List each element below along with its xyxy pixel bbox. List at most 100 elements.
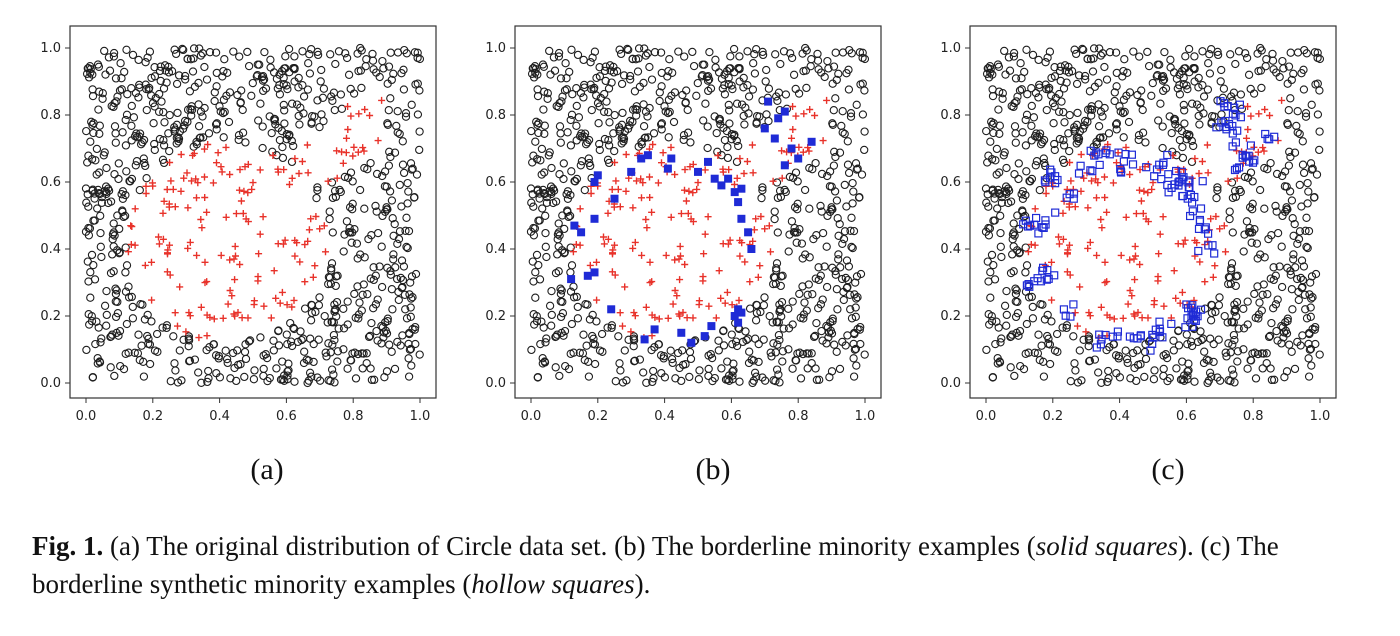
majority-point <box>1035 80 1044 90</box>
majority-point <box>406 303 415 312</box>
majority-point <box>362 55 371 64</box>
majority-point <box>832 196 842 205</box>
majority-point <box>1179 80 1188 89</box>
majority-point <box>1220 311 1229 321</box>
majority-point <box>1216 77 1225 86</box>
majority-point <box>1169 346 1178 355</box>
majority-point <box>1211 307 1220 317</box>
majority-point <box>84 277 93 286</box>
majority-point <box>142 174 151 183</box>
majority-point <box>195 44 204 53</box>
majority-point <box>1012 286 1021 295</box>
majority-point <box>84 202 93 211</box>
minority-point <box>719 168 727 176</box>
majority-point <box>1206 334 1215 343</box>
minority-point <box>1077 187 1085 195</box>
minority-point <box>685 187 693 195</box>
majority-point <box>1020 67 1029 77</box>
majority-point <box>279 80 288 89</box>
majority-point <box>329 318 338 327</box>
minority-point <box>723 288 731 296</box>
y-tick-label: 0.8 <box>940 108 961 123</box>
majority-point <box>1233 357 1242 366</box>
majority-point <box>170 123 179 132</box>
majority-point <box>795 289 804 299</box>
majority-point <box>673 348 683 358</box>
borderline-point <box>760 124 769 133</box>
majority-point <box>1308 164 1317 173</box>
majority-point <box>1060 118 1069 127</box>
x-tick-label: 0.6 <box>721 409 742 424</box>
majority-point <box>1259 280 1268 289</box>
majority-point <box>342 217 352 226</box>
majority-point <box>290 377 299 386</box>
majority-point <box>612 67 622 76</box>
minority-point <box>1154 273 1162 281</box>
majority-point <box>384 62 394 71</box>
minority-point <box>799 148 807 156</box>
minority-point <box>694 179 702 187</box>
minority-point <box>1220 222 1228 230</box>
majority-point <box>104 53 114 62</box>
majority-point <box>1075 346 1084 355</box>
minority-point <box>700 250 708 258</box>
majority-point <box>1205 50 1214 59</box>
synthetic-point <box>1025 221 1035 230</box>
majority-point <box>1165 373 1174 383</box>
majority-point <box>528 190 537 199</box>
minority-point <box>767 248 774 256</box>
minority-point <box>689 218 697 226</box>
majority-point <box>339 345 348 354</box>
majority-point <box>823 211 832 221</box>
majority-point <box>756 307 765 317</box>
majority-point <box>1231 281 1240 291</box>
majority-point <box>1182 130 1191 139</box>
majority-point <box>317 110 326 119</box>
majority-point <box>84 310 93 319</box>
minority-point <box>609 250 616 258</box>
minority-point <box>608 186 616 193</box>
majority-point <box>150 102 159 111</box>
majority-point <box>818 228 828 238</box>
majority-point <box>348 199 357 208</box>
majority-point <box>128 50 138 60</box>
majority-point <box>319 84 329 93</box>
majority-point <box>171 366 180 375</box>
minority-point <box>286 181 293 188</box>
majority-point <box>382 367 392 376</box>
minority-point <box>244 314 252 322</box>
minority-point <box>1084 244 1092 252</box>
majority-point <box>1110 88 1119 97</box>
majority-point <box>1022 261 1032 270</box>
majority-point <box>95 121 104 130</box>
majority-point <box>1287 196 1297 205</box>
majority-point <box>1299 85 1309 94</box>
minority-point <box>731 181 738 188</box>
minority-point <box>735 296 743 304</box>
majority-point <box>375 72 384 82</box>
majority-point <box>86 293 95 302</box>
majority-point <box>1184 359 1193 368</box>
majority-point <box>1174 341 1184 350</box>
majority-point <box>727 130 736 139</box>
majority-point <box>113 211 122 220</box>
majority-point <box>711 55 720 64</box>
majority-point <box>789 227 799 237</box>
minority-point <box>658 159 665 167</box>
majority-point <box>95 129 104 138</box>
majority-point <box>1194 83 1203 92</box>
minority-point <box>1093 194 1100 202</box>
majority-point <box>989 128 998 138</box>
majority-point <box>1213 183 1222 192</box>
majority-point <box>985 320 994 329</box>
borderline-point <box>567 275 576 284</box>
majority-point <box>1044 334 1053 343</box>
majority-point <box>604 108 613 117</box>
majority-point <box>220 107 229 117</box>
axes: 0.00.00.20.20.40.40.60.60.80.81.01.0 <box>940 25 1337 424</box>
majority-point <box>122 167 131 176</box>
majority-point <box>1246 356 1255 365</box>
majority-point <box>1047 317 1056 326</box>
minority-point <box>1101 194 1109 201</box>
majority-point <box>259 75 269 84</box>
